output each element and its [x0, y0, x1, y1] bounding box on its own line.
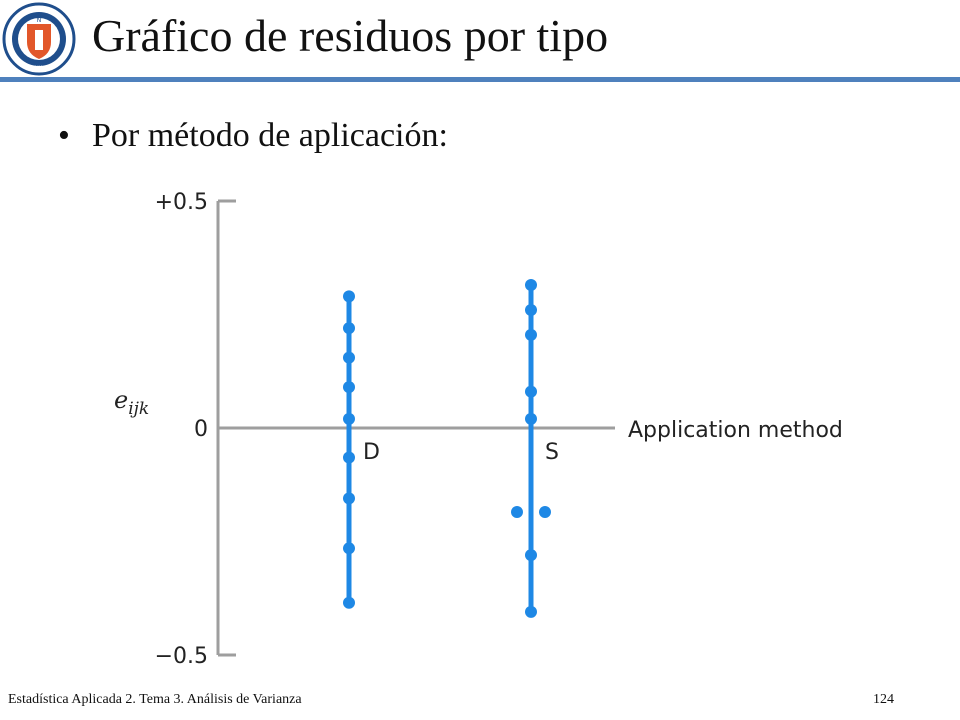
- residual-point-S-3: [525, 385, 537, 398]
- residual-point-S-2: [525, 328, 537, 341]
- residual-point-S-6: [539, 505, 551, 518]
- residual-point-S-4: [525, 412, 537, 425]
- chart-labels: +0.5 0 −0.5 Application method eijk D S: [114, 190, 843, 669]
- residual-point-D-8: [343, 596, 355, 609]
- x-axis-label: Application method: [628, 418, 843, 443]
- residual-point-D-7: [343, 542, 355, 555]
- y-axis-label: eijk: [114, 386, 149, 419]
- bullet-item: • Por método de aplicación:: [58, 114, 448, 158]
- page-number: 124: [873, 692, 894, 707]
- svg-text:N: N: [37, 17, 42, 24]
- y-tick-label: −0.5: [155, 644, 208, 669]
- residual-point-D-6: [343, 492, 355, 505]
- category-label-S: S: [545, 440, 559, 465]
- residual-point-D-2: [343, 351, 355, 364]
- residual-point-D-0: [343, 290, 355, 303]
- svg-text:CHILE: CHILE: [30, 65, 48, 72]
- residual-point-D-4: [343, 412, 355, 425]
- university-logo: N CHILE: [2, 2, 76, 76]
- title-divider: [0, 77, 960, 82]
- category-label-D: D: [363, 440, 380, 465]
- residual-point-S-7: [525, 549, 537, 562]
- footer-course-label: Estadística Aplicada 2. Tema 3. Análisis…: [8, 692, 302, 707]
- chart-marks: [343, 278, 551, 618]
- residual-point-S-0: [525, 278, 537, 291]
- chart-axes: [216, 199, 615, 657]
- residual-point-S-5: [511, 505, 523, 518]
- y-tick-label: 0: [194, 417, 208, 442]
- residual-point-S-1: [525, 303, 537, 316]
- slide-title: Gráfico de residuos por tipo: [92, 10, 609, 61]
- residual-point-S-8: [525, 605, 537, 618]
- residual-point-D-5: [343, 451, 355, 464]
- bullet-dot-icon: •: [58, 117, 70, 154]
- y-tick-label: +0.5: [155, 190, 208, 215]
- bullet-text: Por método de aplicación:: [92, 117, 448, 154]
- residual-point-D-1: [343, 322, 355, 335]
- residual-point-D-3: [343, 381, 355, 394]
